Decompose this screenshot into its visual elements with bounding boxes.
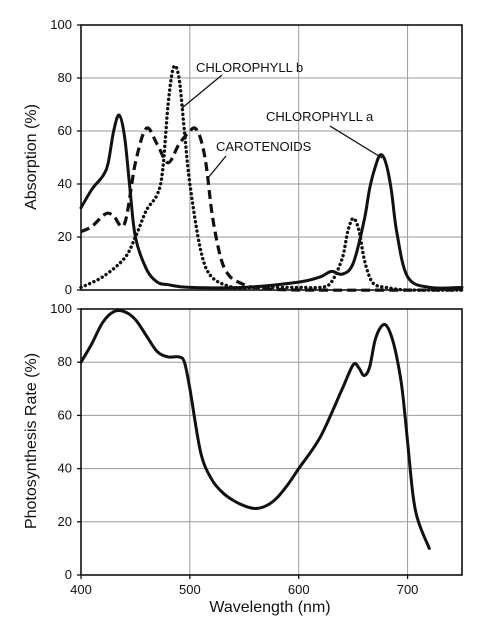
photosynthesis-plot-frame (80, 308, 463, 576)
annotation-carotenoids: CAROTENOIDS (216, 139, 312, 154)
absorption-series-chlorophyll-b (79, 64, 464, 292)
absorption-y-tick-label-60: 60 (58, 123, 72, 138)
annotation-leader-chlorophyll-a (329, 125, 383, 159)
absorption-plot-frame (80, 24, 463, 291)
annotation-leader-chlorophyll-b (181, 74, 223, 109)
photosynthesis-x-tick-label-400: 400 (70, 582, 92, 597)
x-axis-label-wavelength: Wavelength (nm) (209, 599, 330, 616)
absorption-series-carotenoids (80, 126, 463, 292)
y-axis-label-absorption: Absorption (%) (23, 104, 40, 210)
photosynthesis-y-tick-label-60: 60 (58, 407, 72, 422)
y-axis-label-photosynthesis-rate: Photosynthesis Rate (%) (23, 353, 40, 529)
photosynthesis-y-tick-label-0: 0 (65, 567, 72, 582)
photosynthesis-y-tick-label-80: 80 (58, 354, 72, 369)
absorption-y-tick-label-100: 100 (50, 17, 72, 32)
photosynthesis-x-tick-label-700: 700 (397, 582, 419, 597)
absorption-y-tick-label-0: 0 (65, 282, 72, 297)
absorption-series-chlorophyll-a (79, 113, 464, 290)
photosynthesis-x-tick-label-600: 600 (288, 582, 310, 597)
absorption-y-tick-label-20: 20 (58, 229, 72, 244)
photosynthesis-series-line-0 (79, 309, 431, 550)
photosynthesis-rate-panel: 0 20 40 60 80 100 400 500 600 700 Photosynthesis … (23, 301, 463, 616)
photosynthesis-y-tick-label-40: 40 (58, 461, 72, 476)
annotation-chlorophyll-b: CHLOROPHYLL b (196, 60, 303, 75)
photosynthesis-x-tick-label-500: 500 (179, 582, 201, 597)
absorption-y-tick-label-40: 40 (58, 176, 72, 191)
annotation-chlorophyll-a: CHLOROPHYLL a (266, 109, 374, 124)
photosynthesis-y-tick-label-100: 100 (50, 301, 72, 316)
photosynthesis-y-tick-label-20: 20 (58, 514, 72, 529)
annotation-leader-carotenoids (207, 155, 227, 179)
absorption-y-tick-label-80: 80 (58, 70, 72, 85)
absorption-panel: 0 20 40 60 80 100 CHLOROPHYLL b CHLOROPHYLL a… (23, 17, 464, 297)
